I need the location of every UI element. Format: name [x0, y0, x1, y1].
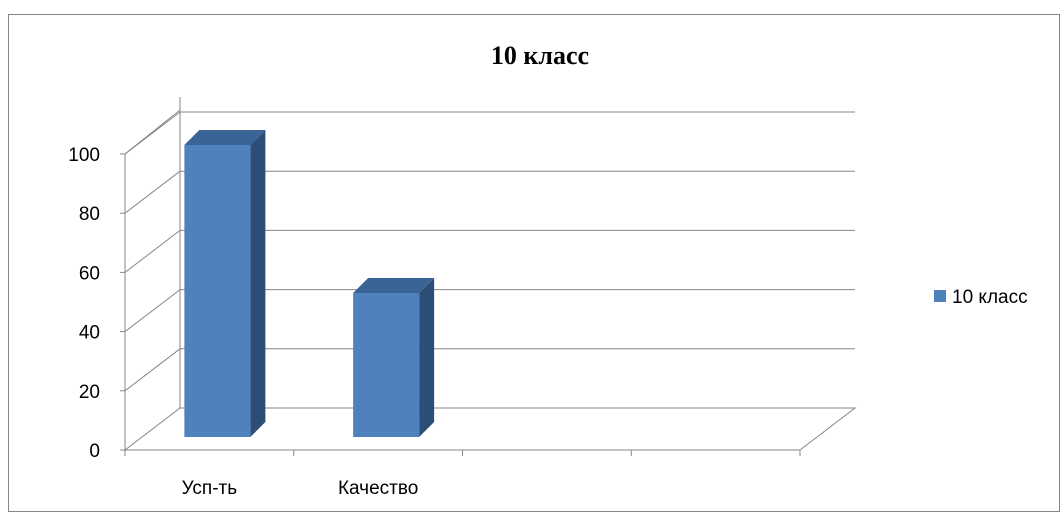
- legend-swatch: [934, 290, 946, 302]
- bar-side: [250, 130, 266, 437]
- axes: [120, 153, 857, 456]
- y-tick-labels: 0 20 40 60 80 100: [68, 145, 100, 462]
- legend: 10 класс: [934, 287, 1028, 308]
- bar-top: [184, 130, 266, 145]
- gridline-side-20: [124, 348, 181, 392]
- bars: [184, 130, 435, 437]
- gridline-side-top: [124, 109, 181, 155]
- gridline-side-40: [124, 289, 181, 332]
- chart-title: 10 класс: [491, 41, 589, 70]
- x-tick-label: Усп-ть: [182, 478, 238, 499]
- chart-frame: [8, 14, 1060, 512]
- gridline-side-60: [124, 230, 181, 273]
- bar-top: [353, 278, 435, 293]
- floor: [123, 407, 857, 451]
- x-tick-labels: Усп-ть Качество: [182, 478, 419, 499]
- y-tick-label: 60: [79, 263, 100, 284]
- y-tick-label: 100: [68, 145, 100, 166]
- legend-label: 10 класс: [952, 287, 1028, 308]
- bar: [353, 293, 420, 437]
- gridline-side-80: [124, 170, 181, 214]
- x-tick-label: Качество: [338, 478, 418, 499]
- bar: [184, 145, 251, 437]
- y-tick-label: 80: [79, 204, 100, 225]
- gridlines: [124, 109, 855, 392]
- bar-side: [419, 278, 435, 437]
- y-tick-label: 0: [89, 441, 100, 462]
- y-tick-label: 40: [79, 323, 100, 344]
- y-tick-label: 20: [79, 382, 100, 403]
